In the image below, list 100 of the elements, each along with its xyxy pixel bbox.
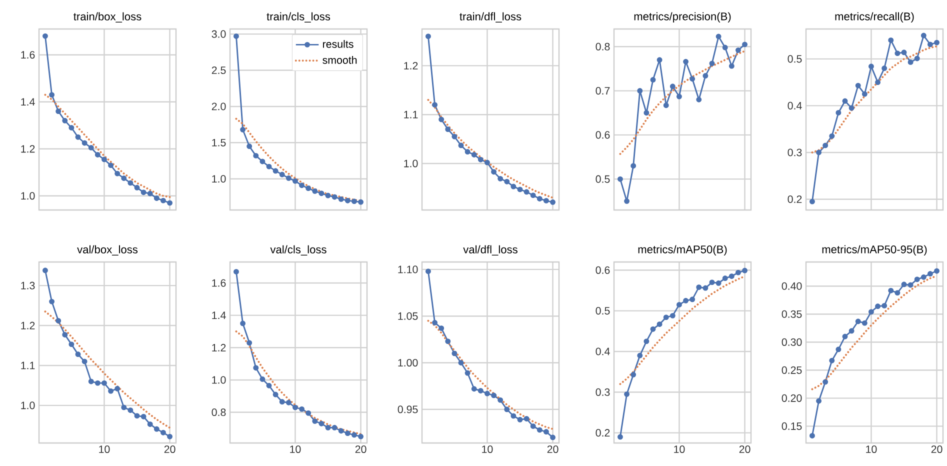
point xyxy=(491,169,497,175)
point xyxy=(630,372,636,378)
point xyxy=(927,271,933,276)
point xyxy=(550,434,556,440)
point xyxy=(312,188,318,194)
point xyxy=(650,77,656,82)
point xyxy=(517,186,523,192)
y-tick-label: 0.8 xyxy=(212,408,226,416)
x-tick-label: 10 xyxy=(99,445,110,454)
point xyxy=(478,156,484,162)
point xyxy=(908,282,914,288)
point xyxy=(478,388,484,394)
point xyxy=(292,178,298,184)
point xyxy=(670,312,676,318)
point xyxy=(524,189,530,195)
point xyxy=(452,350,458,356)
point xyxy=(438,116,444,122)
y-tick-label: 1.0 xyxy=(21,192,35,200)
point xyxy=(888,37,894,43)
point xyxy=(875,304,881,309)
point xyxy=(134,413,140,419)
point xyxy=(536,427,542,433)
point xyxy=(722,276,728,281)
y-tick-label: 0.4 xyxy=(788,102,802,110)
chart-title: val/dfl_loss xyxy=(463,245,518,256)
point xyxy=(550,199,556,205)
point xyxy=(312,418,318,424)
point xyxy=(637,352,643,358)
point xyxy=(702,73,708,79)
point xyxy=(114,170,120,176)
point xyxy=(809,432,815,438)
chart-title: metrics/mAP50-95(B) xyxy=(822,245,927,256)
point xyxy=(68,124,74,130)
point xyxy=(432,102,438,108)
point xyxy=(49,92,55,98)
point xyxy=(56,318,62,324)
point xyxy=(121,176,127,181)
point xyxy=(484,390,490,396)
y-tick-label: 1.3 xyxy=(21,282,35,290)
point xyxy=(855,82,861,88)
legend-label: results xyxy=(323,40,354,48)
y-tick-label: 2.5 xyxy=(212,66,226,74)
point xyxy=(894,50,900,56)
y-tick-label: 0.2 xyxy=(596,429,610,437)
point xyxy=(75,134,81,140)
point xyxy=(524,416,530,422)
point xyxy=(696,284,702,290)
point xyxy=(868,64,874,70)
point xyxy=(624,198,630,204)
point xyxy=(862,320,868,326)
y-tick-label: 1.1 xyxy=(21,362,35,370)
y-tick-label: 1.1 xyxy=(404,110,418,118)
point xyxy=(735,270,741,276)
point xyxy=(266,164,272,170)
chart-title: train/box_loss xyxy=(74,12,142,23)
point xyxy=(88,144,94,150)
point xyxy=(901,282,907,288)
point xyxy=(656,321,662,327)
point xyxy=(94,380,100,386)
point xyxy=(676,302,682,308)
point xyxy=(471,152,477,158)
point xyxy=(816,150,822,156)
point xyxy=(94,152,100,158)
point xyxy=(894,290,900,296)
y-tick-label: 1.2 xyxy=(404,62,418,70)
point xyxy=(42,33,48,39)
point xyxy=(351,198,357,204)
point xyxy=(56,108,62,114)
point xyxy=(82,140,88,146)
point xyxy=(722,44,728,50)
point xyxy=(471,386,477,392)
point xyxy=(272,392,278,398)
point xyxy=(690,76,696,82)
point xyxy=(240,126,246,132)
point xyxy=(728,273,734,279)
point xyxy=(663,314,669,320)
point xyxy=(458,142,464,148)
point xyxy=(696,96,702,102)
point xyxy=(114,386,120,392)
point xyxy=(742,268,748,274)
point xyxy=(253,365,259,371)
point xyxy=(842,98,848,104)
y-tick-label: 0.20 xyxy=(782,394,802,402)
point xyxy=(716,280,722,286)
point xyxy=(484,160,490,166)
point xyxy=(358,199,364,205)
point xyxy=(306,410,312,416)
point xyxy=(656,57,662,63)
y-tick-label: 1.5 xyxy=(212,138,226,146)
point xyxy=(154,426,160,432)
point xyxy=(624,391,630,397)
point xyxy=(816,398,822,404)
y-tick-label: 0.6 xyxy=(596,266,610,274)
point xyxy=(233,33,239,39)
x-tick-label: 20 xyxy=(164,445,176,454)
point xyxy=(306,186,312,192)
point xyxy=(504,178,510,184)
point xyxy=(709,60,715,66)
point xyxy=(246,144,252,150)
point xyxy=(68,342,74,348)
